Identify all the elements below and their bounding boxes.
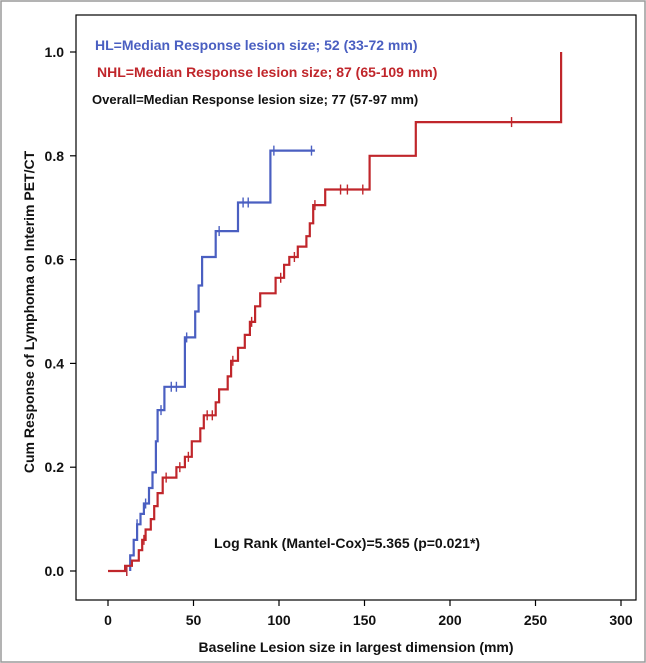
overall-annotation: Overall=Median Response lesion size; 77 … <box>92 92 418 107</box>
y-tick-label: 0.4 <box>45 355 65 371</box>
hl-series-line <box>129 149 315 571</box>
y-axis-label: Cum Response of Lymphoma on Interim PET/… <box>21 150 37 473</box>
x-tick-label: 100 <box>267 612 291 628</box>
x-tick-label: 300 <box>609 612 633 628</box>
y-tick-label: 1.0 <box>45 44 65 60</box>
x-tick-label: 50 <box>186 612 202 628</box>
nhl-annotation: NHL=Median Response lesion size; 87 (65-… <box>97 64 437 80</box>
censor-marks <box>126 117 513 576</box>
x-tick-label: 150 <box>353 612 377 628</box>
x-axis-label: Baseline Lesion size in largest dimensio… <box>198 639 513 655</box>
series-layer <box>108 52 563 573</box>
x-tick-label: 200 <box>438 612 462 628</box>
x-tick-label: 0 <box>104 612 112 628</box>
y-tick-label: 0.0 <box>45 563 65 579</box>
x-tick-label: 250 <box>524 612 548 628</box>
hl-annotation: HL=Median Response lesion size; 52 (33-7… <box>95 37 418 53</box>
axis-ticks: 0 50 100 150 200 250 300 0.0 0.2 0.4 0.6 0.8 1.0 <box>45 44 633 628</box>
y-tick-label: 0.6 <box>45 252 65 268</box>
y-tick-label: 0.8 <box>45 148 65 164</box>
logrank-annotation: Log Rank (Mantel-Cox)=5.365 (p=0.021*) <box>214 535 480 551</box>
plot-frame <box>75 14 637 601</box>
y-tick-label: 0.2 <box>45 459 65 475</box>
nhl-series-line <box>108 52 563 573</box>
